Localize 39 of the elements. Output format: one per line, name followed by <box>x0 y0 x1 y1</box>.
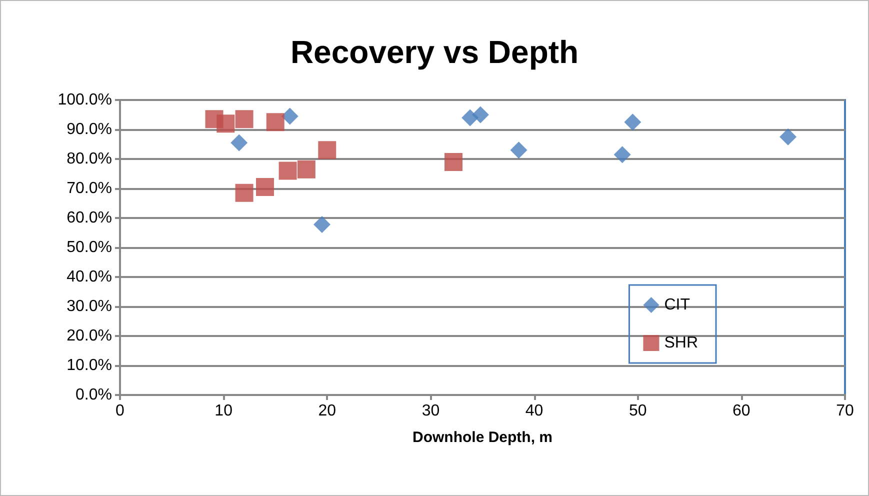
point <box>266 113 284 132</box>
y-tick-label: 50.0% <box>66 239 112 256</box>
point <box>614 146 631 164</box>
legend-label: CIT <box>664 296 690 314</box>
point <box>313 216 330 233</box>
point <box>230 134 248 152</box>
point <box>624 114 642 131</box>
x-tick-label: 30 <box>422 402 440 420</box>
point <box>235 184 254 202</box>
y-tick-label: 10.0% <box>66 357 112 374</box>
point <box>444 152 462 171</box>
y-tick-label: 100.0% <box>58 92 112 108</box>
y-tick-label: 70.0% <box>66 180 112 197</box>
x-axis-title: Downhole Depth, m <box>412 429 552 446</box>
x-tick-label: 60 <box>732 402 750 420</box>
y-tick-label: 90.0% <box>66 121 112 138</box>
point <box>318 141 336 160</box>
x-tick-label: 0 <box>116 402 125 420</box>
x-tick-label: 20 <box>318 402 336 420</box>
point <box>510 142 528 159</box>
point <box>780 128 797 146</box>
point <box>256 178 274 196</box>
y-tick-label: 0.0% <box>76 386 112 404</box>
y-tick-label: 30.0% <box>66 298 112 315</box>
y-tick-label: 20.0% <box>66 328 112 344</box>
x-tick-label: 40 <box>525 402 544 420</box>
x-tick-label: 50 <box>628 402 647 420</box>
point <box>235 110 254 128</box>
point <box>472 106 489 124</box>
point <box>216 114 235 133</box>
y-tick-label: 40.0% <box>66 268 112 286</box>
chart-title: Recovery vs Depth <box>290 34 579 70</box>
point <box>297 160 316 178</box>
legend-label: SHR <box>664 334 698 352</box>
y-tick-label: 60.0% <box>66 210 112 226</box>
x-tick-label: 10 <box>214 402 233 420</box>
y-tick-label: 80.0% <box>66 150 112 168</box>
x-tick-label: 70 <box>836 402 854 420</box>
point <box>278 162 297 180</box>
